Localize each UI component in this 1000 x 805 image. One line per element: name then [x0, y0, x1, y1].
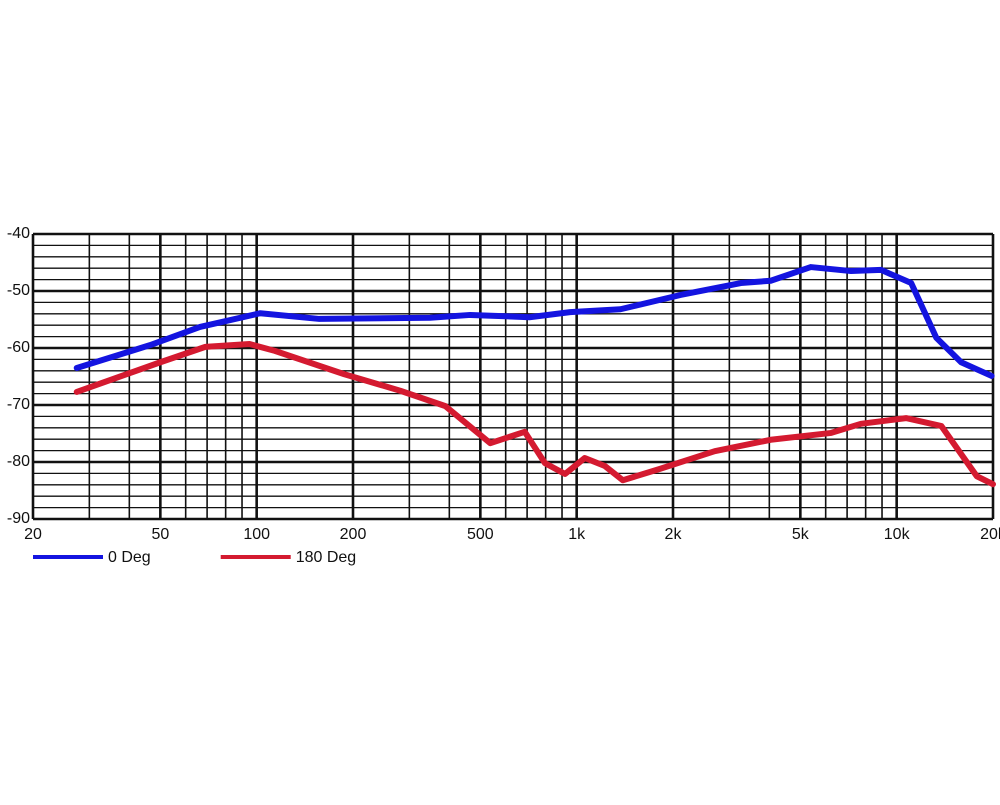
- x-tick-label: 200: [340, 526, 367, 543]
- x-tick-label: 1k: [568, 526, 586, 543]
- legend-label: 0 Deg: [108, 549, 151, 566]
- y-tick-label: -40: [7, 225, 30, 242]
- y-tick-label: -50: [7, 282, 30, 299]
- x-tick-label: 2k: [665, 526, 683, 543]
- y-tick-label: -80: [7, 453, 30, 470]
- x-tick-label: 5k: [792, 526, 810, 543]
- x-tick-label: 20k: [980, 526, 1000, 543]
- legend-label: 180 Deg: [296, 549, 357, 566]
- x-tick-label: 100: [243, 526, 270, 543]
- x-tick-label: 50: [151, 526, 169, 543]
- y-tick-label: -70: [7, 396, 30, 413]
- y-tick-label: -90: [7, 510, 30, 527]
- x-tick-label: 20: [24, 526, 42, 543]
- series-line: [73, 341, 996, 488]
- x-tick-label: 500: [467, 526, 494, 543]
- y-tick-label: -60: [7, 339, 30, 356]
- series-line: [73, 264, 995, 379]
- x-tick-label: 10k: [884, 526, 911, 543]
